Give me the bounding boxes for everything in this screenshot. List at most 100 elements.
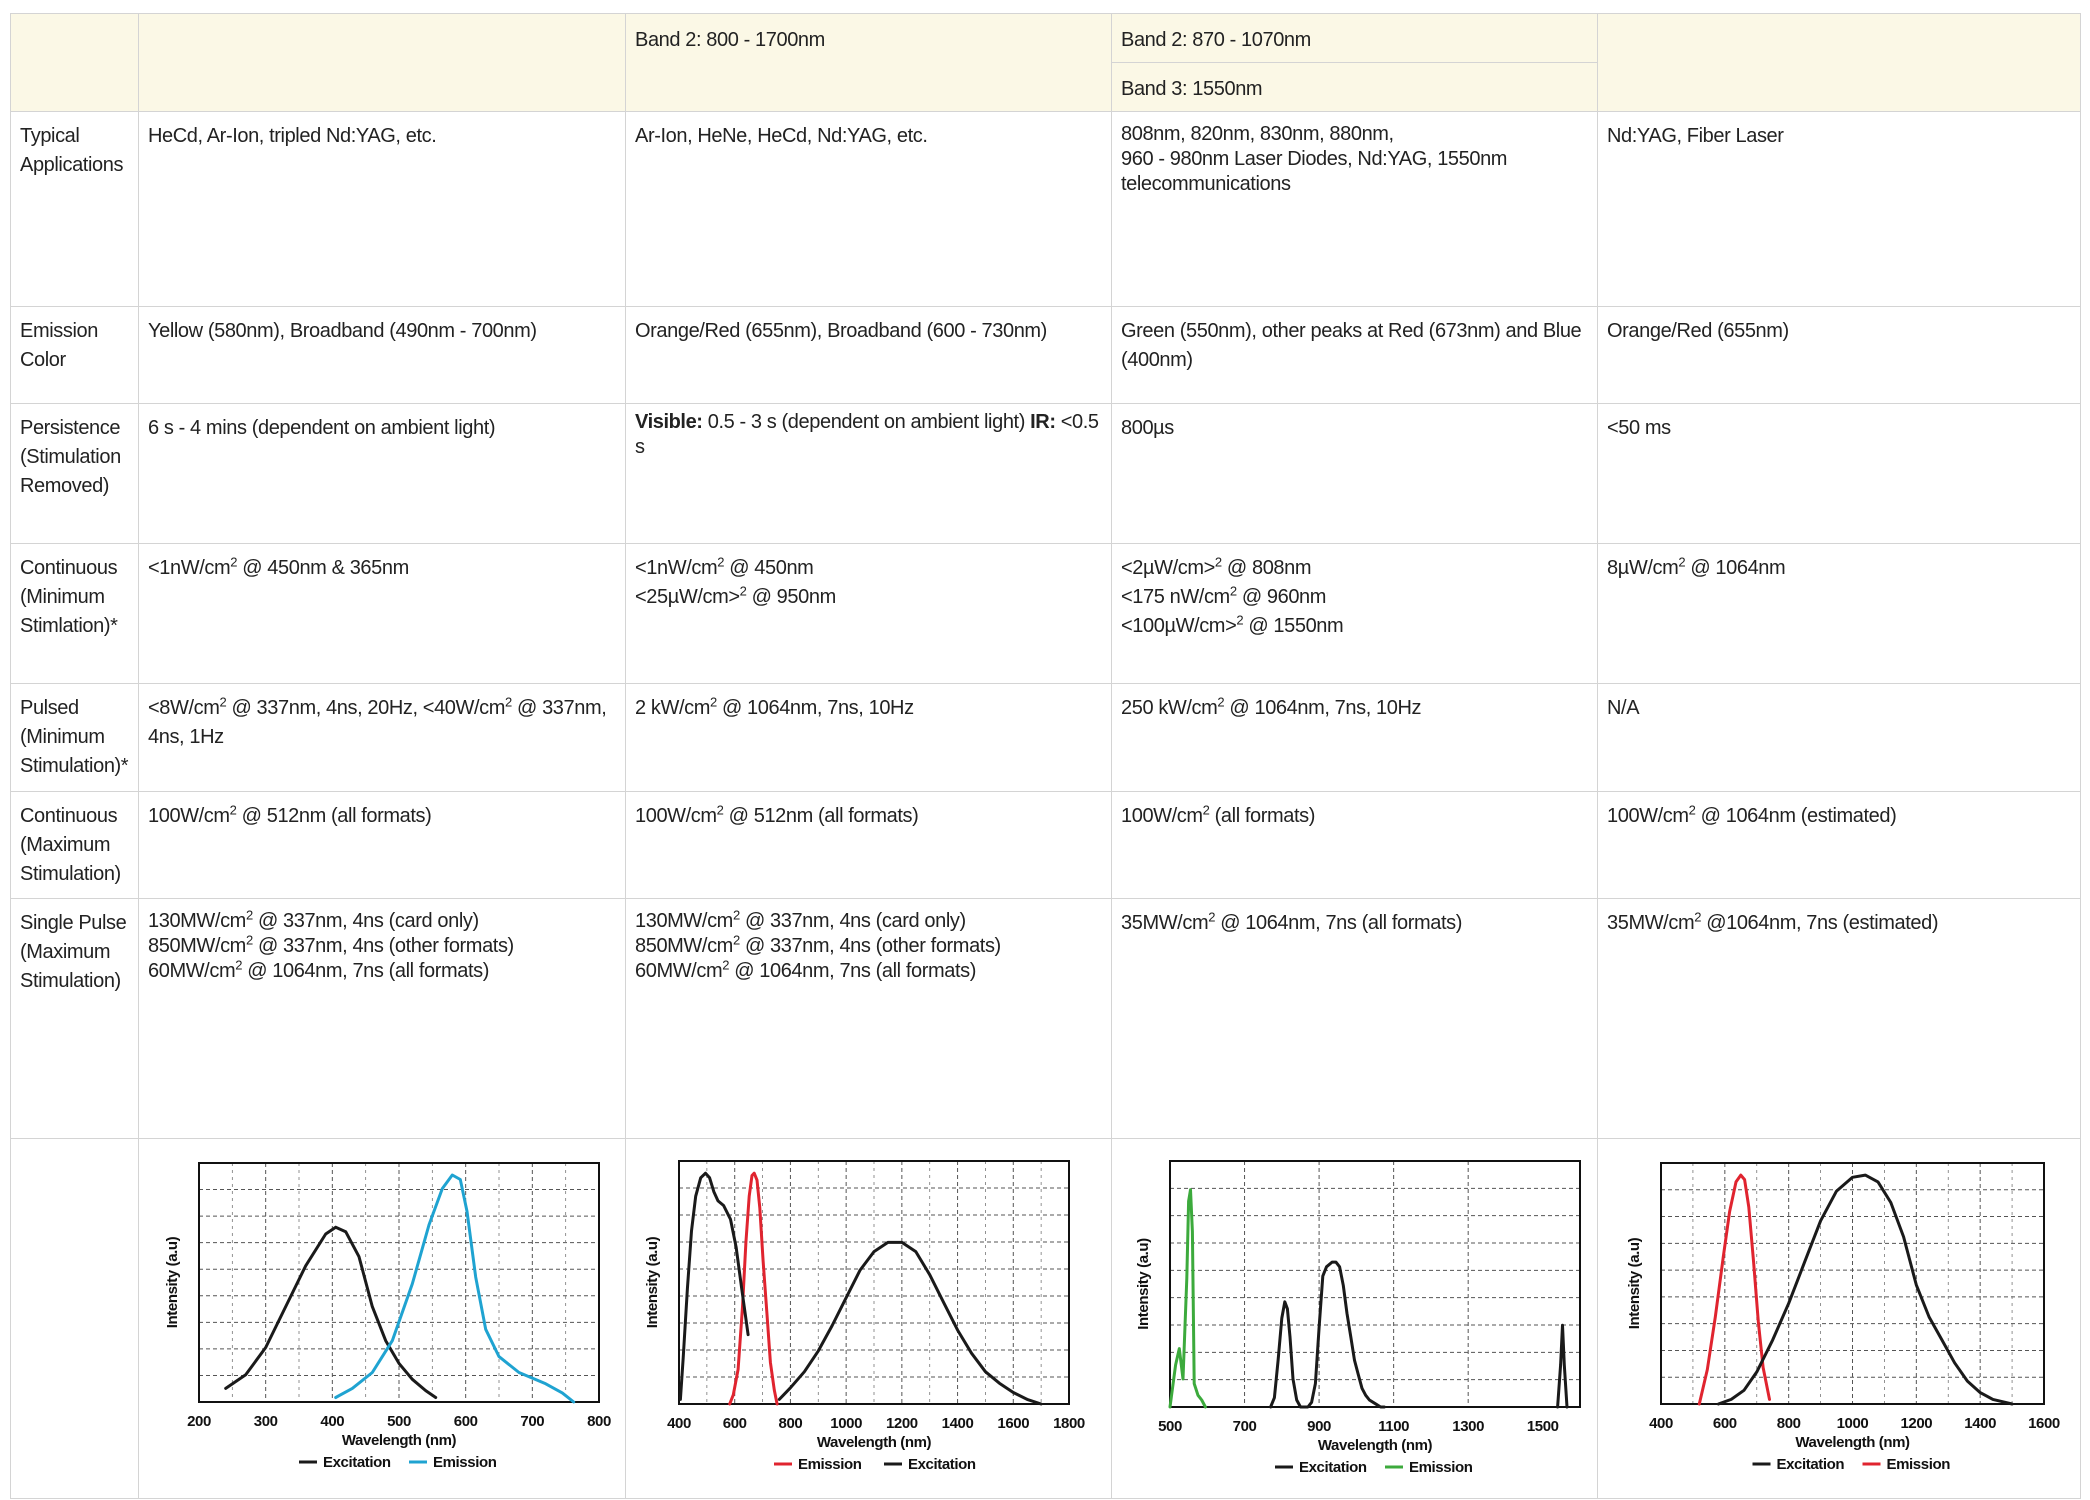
- cell-contmax-c3: 100W/cm2 (all formats): [1111, 791, 1598, 899]
- value-text: 60MW/cm: [635, 960, 723, 982]
- row-label: Single Pulse (Maximum Stimulation): [10, 898, 139, 1139]
- label-line: (Maximum: [20, 834, 111, 856]
- label-line: Applications: [20, 154, 124, 176]
- plot-frame: [198, 1162, 600, 1403]
- cell-contmax-c1: 100W/cm2 @ 512nm (all formats): [138, 791, 626, 899]
- x-tick-label: 1500: [1526, 1418, 1558, 1435]
- value-text: 35MW/cm: [1607, 912, 1695, 934]
- cell-persistence-c2: Visible: 0.5 - 3 s (dependent on ambient…: [625, 403, 1112, 544]
- x-tick-label: 1000: [830, 1415, 862, 1432]
- superscript: 2: [722, 957, 730, 973]
- y-axis-label: Intensity (a.u): [1626, 1237, 1643, 1329]
- superscript: 2: [1208, 909, 1216, 925]
- label-line: Single Pulse: [20, 912, 127, 934]
- cell-pulsed-c4: N/A: [1597, 683, 2081, 792]
- series-line-excitation: [224, 1225, 438, 1399]
- cell-applications-c2: Ar-Ion, HeNe, HeCd, Nd:YAG, etc.: [625, 111, 1112, 307]
- superscript: 2: [1217, 694, 1225, 710]
- value-text: <25µW/cm>: [635, 586, 740, 608]
- y-axis-label: Intensity (a.u): [164, 1236, 181, 1328]
- chart-cell-1: 200 300 400 500 600 700 800 Wavelength (nm) Inte…: [138, 1138, 626, 1499]
- superscript: 2: [1688, 802, 1696, 818]
- superscript: 2: [716, 802, 724, 818]
- cell-applications-c4: Nd:YAG, Fiber Laser: [1597, 111, 2081, 307]
- chart-cell-3: 500 700 900 1100 1300 1500 Wavelength (nm) Inte…: [1111, 1138, 1598, 1499]
- value-text: 4ns, 1Hz: [148, 726, 224, 748]
- header-empty-col1: [138, 13, 626, 112]
- value-text: <100µW/cm>: [1121, 615, 1237, 637]
- value-text: 100W/cm: [1121, 805, 1203, 827]
- superscript: 2: [245, 932, 253, 948]
- row-emission-color: Emission Color Yellow (580nm), Broadband …: [10, 306, 2081, 404]
- cell-single-c1: 130MW/cm2 @ 337nm, 4ns (card only) 850MW…: [138, 898, 626, 1139]
- label-line: Continuous: [20, 805, 118, 827]
- cell-pulsed-c2: 2 kW/cm2 @ 1064nm, 7ns, 10Hz: [625, 683, 1112, 792]
- label-line: (Minimum: [20, 726, 105, 748]
- row-label: Continuous (Maximum Stimulation): [10, 791, 139, 899]
- value-text: @ 337nm, 4ns (other formats): [252, 935, 514, 957]
- x-tick-label: 600: [1713, 1415, 1737, 1432]
- text-line: Green (550nm), other peaks at Red (673nm…: [1121, 320, 1582, 342]
- chart-cell-2: 400 600 800 1000 1200 1400 1600 1800 Wavelength …: [625, 1138, 1112, 1499]
- cell-contmax-c2: 100W/cm2 @ 512nm (all formats): [625, 791, 1112, 899]
- superscript: 2: [739, 583, 747, 599]
- x-tick-label: 800: [587, 1413, 611, 1430]
- x-tick-label: 1300: [1452, 1418, 1484, 1435]
- superscript: 2: [1678, 554, 1686, 570]
- cell-pulsed-c1: <8W/cm2 @ 337nm, 4ns, 20Hz, <40W/cm2 @ 3…: [138, 683, 626, 792]
- value-text: @ 1064nm, 7ns, 10Hz: [1224, 697, 1422, 719]
- superscript: 2: [732, 932, 740, 948]
- value-text: 130MW/cm: [148, 910, 246, 932]
- x-tick-label: 1600: [2028, 1415, 2060, 1432]
- value-text: 100W/cm: [1607, 805, 1689, 827]
- x-axis-label: Wavelength (nm): [1795, 1434, 1910, 1451]
- x-tick-label: 600: [722, 1415, 746, 1432]
- series-line-emission: [334, 1173, 576, 1404]
- row-label: Continuous (Minimum Stimlation)*: [10, 543, 139, 684]
- series-line-excitation: [1555, 1323, 1568, 1409]
- ir-text: <0.5: [1055, 411, 1099, 433]
- x-tick-label: 1200: [1900, 1415, 1932, 1432]
- value-text: @ 808nm: [1221, 557, 1312, 579]
- visible-label: Visible:: [635, 411, 703, 433]
- legend-label: Emission: [433, 1454, 497, 1471]
- value-text: @ 337nm, 4ns (card only): [252, 910, 479, 932]
- cell-contmin-c1: <1nW/cm2 @ 450nm & 365nm: [138, 543, 626, 684]
- cell-persistence-c3: 800µs: [1111, 403, 1598, 544]
- chart-cell-4: 400 600 800 1000 1200 1400 1600 Wavelength (nm)…: [1597, 1138, 2081, 1499]
- legend-label: Excitation: [323, 1454, 391, 1471]
- x-tick-label: 800: [778, 1415, 802, 1432]
- series-line-excitation: [1268, 1260, 1386, 1409]
- x-tick-label: 500: [387, 1413, 411, 1430]
- cell-persistence-c1: 6 s - 4 mins (dependent on ambient light…: [138, 403, 626, 544]
- value-text: <2µW/cm>: [1121, 557, 1215, 579]
- x-axis-label: Wavelength (nm): [342, 1432, 457, 1449]
- value-text: @ 1064nm, 7ns (all formats): [242, 960, 490, 982]
- row-continuous-min: Continuous (Minimum Stimlation)* <1nW/cm2 …: [10, 543, 2081, 684]
- superscript: 2: [219, 694, 227, 710]
- header-row-1: Band 2: 800 - 1700nm Band 2: 870 - 1070n…: [10, 13, 2081, 112]
- text-line: (400nm): [1121, 349, 1193, 371]
- text-line: 808nm, 820nm, 830nm, 880nm,: [1121, 123, 1394, 145]
- label-line: Color: [20, 349, 66, 371]
- value-text: @ 1064nm, 7ns, 10Hz: [716, 697, 914, 719]
- spectrum-chart-3: 500 700 900 1100 1300 1500 Wavelength (nm) Inte…: [1135, 1160, 1581, 1476]
- cell-single-c2: 130MW/cm2 @ 337nm, 4ns (card only) 850MW…: [625, 898, 1112, 1139]
- x-tick-label: 500: [1158, 1418, 1182, 1435]
- label-line: Continuous: [20, 557, 118, 579]
- value-text: 100W/cm: [635, 805, 717, 827]
- label-line: Persistence: [20, 417, 121, 439]
- x-axis-label: Wavelength (nm): [1317, 1437, 1432, 1454]
- value-text: <8W/cm: [148, 697, 220, 719]
- value-text: <1nW/cm: [635, 557, 718, 579]
- superscript: 2: [1229, 583, 1237, 599]
- legend-label: Excitation: [908, 1456, 976, 1473]
- legend-label: Excitation: [1777, 1456, 1845, 1473]
- value-text: @ 1064nm: [1685, 557, 1786, 579]
- superscript: 2: [245, 907, 253, 923]
- label-line: Stimulation)*: [20, 755, 129, 777]
- row-persistence: Persistence (Stimulation Removed) 6 s - 4 …: [10, 403, 2081, 544]
- x-tick-label: 600: [454, 1413, 478, 1430]
- visible-text: 0.5 - 3 s (dependent on ambient light): [702, 411, 1031, 433]
- row-spectra: 200 300 400 500 600 700 800 Wavelength (nm) Inte…: [10, 1138, 2081, 1499]
